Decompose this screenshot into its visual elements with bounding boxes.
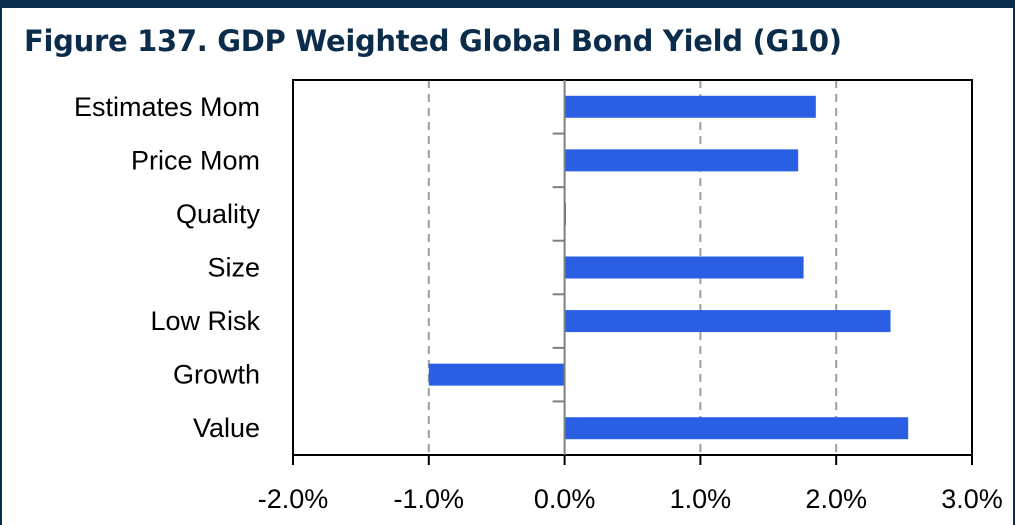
category-label: Quality [176, 199, 261, 229]
bar-low-risk [564, 310, 891, 333]
chart-title: Figure 137. GDP Weighted Global Bond Yie… [24, 24, 842, 58]
x-tick-label: 1.0% [670, 484, 732, 514]
category-label: Size [207, 253, 260, 283]
category-label: Estimates Mom [74, 92, 260, 122]
x-tick-label: 3.0% [941, 484, 1003, 514]
bar-estimates-mom [564, 95, 816, 118]
bar-value [564, 417, 909, 440]
x-tick-label: -1.0% [394, 484, 465, 514]
bar-size [564, 256, 804, 279]
bar-price-mom [564, 149, 799, 172]
x-tick-label: -2.0% [258, 484, 329, 514]
x-tick-label: 0.0% [534, 484, 596, 514]
plot-border [292, 79, 973, 456]
category-label: Value [193, 413, 260, 443]
x-tick-label: 2.0% [805, 484, 867, 514]
category-label: Price Mom [131, 145, 260, 175]
bar-growth [428, 363, 565, 386]
category-label: Growth [173, 360, 260, 390]
category-label: Low Risk [150, 306, 260, 336]
